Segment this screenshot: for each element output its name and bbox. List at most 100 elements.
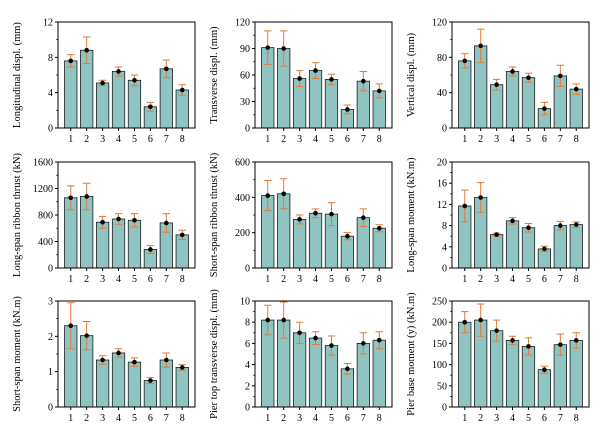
bar-2-4 bbox=[308, 70, 323, 129]
data-point-3-4 bbox=[510, 69, 515, 74]
data-point-1-7 bbox=[164, 66, 169, 72]
y-tick-label-5-1: 200 bbox=[235, 228, 250, 239]
x-tick-label-4-4: 4 bbox=[116, 274, 121, 285]
x-tick-label-8-7: 7 bbox=[361, 413, 366, 424]
x-tick-label-1-2: 2 bbox=[84, 134, 89, 145]
bar-6-5 bbox=[521, 227, 536, 269]
data-point-3-8 bbox=[573, 86, 579, 92]
x-tick-label-6-4: 4 bbox=[510, 274, 515, 285]
axes-frame-4 bbox=[57, 161, 196, 269]
data-point-6-2 bbox=[478, 195, 483, 200]
bar-1-5 bbox=[127, 79, 142, 129]
y-tick-label-7-1: 1 bbox=[48, 367, 53, 378]
bar-3-4 bbox=[505, 71, 520, 129]
bar-7-4 bbox=[111, 352, 126, 408]
axes-frame-7 bbox=[57, 300, 196, 408]
x-tick-label-4-7: 7 bbox=[164, 274, 169, 285]
y-tick-label-8-5: 10 bbox=[240, 297, 250, 308]
data-point-1-1 bbox=[68, 58, 74, 64]
data-point-2-1 bbox=[265, 45, 271, 50]
data-point-3-3 bbox=[494, 82, 499, 88]
data-point-3-2 bbox=[478, 43, 483, 49]
bar-7-3 bbox=[95, 359, 110, 408]
x-tick-label-5-2: 2 bbox=[281, 274, 286, 285]
y-tick-label-1-0: 0 bbox=[48, 124, 53, 135]
bar-1-3 bbox=[95, 82, 110, 129]
bar-3-1 bbox=[458, 60, 472, 129]
y-tick-label-6-0: 0 bbox=[442, 264, 447, 275]
bar-3-5 bbox=[521, 77, 536, 129]
x-tick-label-8-8: 8 bbox=[377, 413, 382, 424]
bar-5-3 bbox=[292, 219, 307, 269]
data-point-9-4 bbox=[510, 338, 515, 343]
y-tick-label-6-1: 4 bbox=[442, 242, 447, 253]
data-point-1-3 bbox=[100, 80, 105, 86]
data-point-8-2 bbox=[281, 317, 286, 323]
x-tick-label-1-3: 3 bbox=[100, 134, 105, 145]
x-tick-label-7-4: 4 bbox=[116, 413, 121, 424]
x-tick-label-2-6: 6 bbox=[345, 134, 350, 145]
x-tick-label-5-6: 6 bbox=[345, 274, 350, 285]
data-point-4-3 bbox=[100, 219, 105, 225]
y-tick-label-8-3: 6 bbox=[245, 339, 250, 350]
x-tick-label-6-2: 2 bbox=[478, 274, 483, 285]
y-tick-label-2-1: 30 bbox=[240, 97, 250, 108]
data-point-8-6 bbox=[345, 366, 350, 372]
y-tick-label-2-3: 90 bbox=[240, 44, 250, 55]
y-tick-label-5-2: 400 bbox=[235, 193, 250, 204]
data-point-1-6 bbox=[148, 104, 153, 110]
y-axis-label-8: Pier top transverse displ. (mm) bbox=[209, 289, 220, 419]
x-tick-label-9-8: 8 bbox=[574, 413, 579, 424]
data-point-8-7 bbox=[361, 341, 366, 346]
x-tick-label-1-7: 7 bbox=[164, 134, 169, 145]
x-tick-label-7-5: 5 bbox=[132, 413, 137, 424]
data-point-9-3 bbox=[494, 328, 499, 333]
axes-frame-5 bbox=[254, 161, 393, 269]
x-tick-label-4-6: 6 bbox=[148, 274, 153, 285]
x-tick-label-6-3: 3 bbox=[494, 274, 499, 285]
axes-frame-1 bbox=[57, 21, 196, 129]
data-point-5-2 bbox=[281, 191, 286, 197]
data-point-8-4 bbox=[313, 335, 318, 341]
x-tick-label-9-6: 6 bbox=[542, 413, 547, 424]
data-point-2-2 bbox=[281, 46, 286, 51]
y-tick-label-6-3: 12 bbox=[437, 200, 447, 211]
x-tick-label-7-3: 3 bbox=[100, 413, 105, 424]
data-point-7-1 bbox=[68, 323, 74, 329]
x-tick-label-8-1: 1 bbox=[265, 413, 270, 424]
data-point-7-2 bbox=[84, 333, 89, 338]
y-tick-label-8-2: 4 bbox=[245, 360, 250, 371]
y-axis-label-7: Short-span moment (kN.m) bbox=[12, 296, 23, 412]
x-tick-label-4-5: 5 bbox=[132, 274, 137, 285]
chart-panel-3: 0 40 80 120 1 2 3 4 5 6 7 8 Vertical displ. (mm) bbox=[406, 18, 590, 145]
bar-6-3 bbox=[489, 234, 504, 269]
x-tick-label-3-2: 2 bbox=[478, 134, 483, 145]
data-point-2-8 bbox=[376, 88, 382, 94]
data-point-4-4 bbox=[116, 216, 121, 222]
x-tick-label-9-5: 5 bbox=[526, 413, 531, 424]
data-point-4-7 bbox=[164, 220, 169, 226]
data-point-9-7 bbox=[558, 342, 563, 347]
data-point-6-8 bbox=[573, 222, 579, 227]
bar-9-3 bbox=[489, 330, 504, 408]
x-tick-label-3-8: 8 bbox=[574, 134, 579, 145]
x-tick-label-2-2: 2 bbox=[281, 134, 286, 145]
y-tick-label-9-1: 50 bbox=[437, 381, 447, 392]
y-axis-label-2: Transverse displ. (mm) bbox=[209, 26, 220, 124]
x-tick-label-8-2: 2 bbox=[281, 413, 286, 424]
y-tick-label-9-4: 200 bbox=[432, 318, 447, 329]
x-tick-label-2-1: 1 bbox=[265, 134, 270, 145]
x-tick-label-7-6: 6 bbox=[148, 413, 153, 424]
y-tick-label-7-2: 2 bbox=[48, 332, 53, 343]
x-tick-label-7-7: 7 bbox=[164, 413, 169, 424]
data-point-2-4 bbox=[313, 68, 318, 73]
x-tick-label-4-8: 8 bbox=[180, 274, 185, 285]
data-point-2-6 bbox=[345, 107, 350, 112]
data-point-9-2 bbox=[478, 317, 483, 323]
x-tick-label-8-4: 4 bbox=[313, 413, 318, 424]
x-tick-label-9-2: 2 bbox=[478, 413, 483, 424]
data-point-7-4 bbox=[116, 350, 121, 356]
x-tick-label-9-7: 7 bbox=[558, 413, 563, 424]
bar-3-8 bbox=[569, 88, 583, 129]
